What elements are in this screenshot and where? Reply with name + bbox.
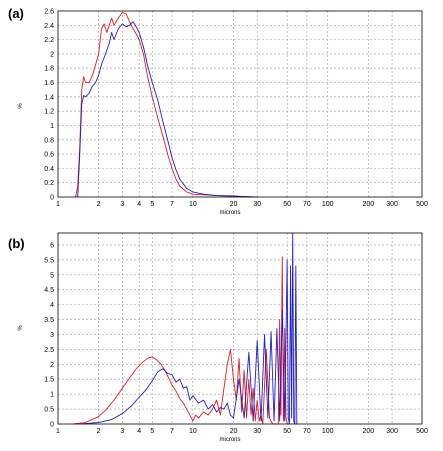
y-tick-label: 0.5 — [44, 407, 54, 414]
y-tick-label: 1.8 — [44, 66, 54, 73]
x-tick-label: 10 — [189, 201, 197, 208]
x-tick-label: 50 — [283, 201, 291, 208]
x-tick-label: 1 — [56, 428, 60, 435]
y-tick-label: 0 — [50, 195, 54, 202]
plot-frame — [57, 232, 423, 425]
x-tick-label: 20 — [230, 428, 238, 435]
x-tick-label: 100 — [322, 428, 334, 435]
x-tick-label: 200 — [362, 428, 374, 435]
y-tick-label: 0.4 — [44, 166, 54, 173]
y-tick-label: 2.6 — [44, 9, 54, 16]
x-tick-label: 10 — [189, 428, 197, 435]
y-tick-label: 4 — [50, 302, 54, 309]
x-tick-label: 5 — [150, 201, 154, 208]
x-tick-label: 300 — [386, 201, 398, 208]
x-tick-label: 2 — [97, 428, 101, 435]
y-tick-label: 1.4 — [44, 94, 54, 101]
plot-area — [58, 233, 422, 424]
y-tick-label: 1 — [50, 392, 54, 399]
y-axis-title: % — [18, 325, 24, 331]
y-tick-label: 0.6 — [44, 152, 54, 159]
x-tick-label: 70 — [303, 201, 311, 208]
y-tick-label: 2.4 — [44, 23, 54, 30]
x-tick-label: 7 — [170, 201, 174, 208]
y-tick-label: 3 — [50, 332, 54, 339]
panel-label: (a) — [8, 6, 24, 21]
x-tick-label: 2 — [97, 201, 101, 208]
y-tick-label: 1.6 — [44, 80, 54, 87]
x-tick-label: 3 — [120, 201, 124, 208]
y-tick-label: 4.5 — [44, 287, 54, 294]
y-tick-label: 6 — [50, 242, 54, 249]
y-tick-label: 2.2 — [44, 37, 54, 44]
y-tick-label: 3.5 — [44, 317, 54, 324]
panel-a: 1 2 3 4 5 7 10 20 30 50 70 100 200 300 500 0 0.2 0.4 0.6 0.… — [8, 6, 428, 216]
plot-frame — [57, 10, 423, 198]
series-red-line — [75, 11, 258, 198]
y-tick-label: 1.2 — [44, 109, 54, 116]
x-tick-label: 50 — [283, 428, 291, 435]
y-tick-label: 2 — [50, 51, 54, 58]
series-blue-line — [77, 21, 258, 198]
y-tick-label: 1 — [50, 123, 54, 130]
plot-area — [58, 11, 422, 197]
y-tick-label: 0 — [50, 422, 54, 429]
x-axis-title: microns — [219, 437, 240, 443]
x-tick-label: 100 — [322, 201, 334, 208]
y-tick-label: 0.2 — [44, 180, 54, 187]
panel-b: 1 2 3 4 5 7 10 20 30 50 70 100 200 300 500 0 0.5 1 1.5 2 2.5… — [8, 232, 428, 443]
y-tick-label: 5 — [50, 272, 54, 279]
x-tick-label: 70 — [303, 428, 311, 435]
x-tick-label: 30 — [253, 428, 261, 435]
x-tick-label: 30 — [253, 201, 261, 208]
x-tick-label: 500 — [416, 201, 428, 208]
y-tick-label: 1.5 — [44, 377, 54, 384]
series-blue-line — [81, 232, 298, 425]
x-tick-label: 4 — [137, 428, 141, 435]
x-tick-label: 4 — [137, 201, 141, 208]
y-tick-label: 5.5 — [44, 257, 54, 264]
x-tick-label: 20 — [230, 201, 238, 208]
x-tick-label: 5 — [150, 428, 154, 435]
y-tick-label: 2 — [50, 362, 54, 369]
x-axis-title: microns — [219, 210, 240, 216]
panel-label: (b) — [8, 236, 25, 251]
x-tick-label: 3 — [120, 428, 124, 435]
x-tick-label: 500 — [416, 428, 428, 435]
x-tick-label: 200 — [362, 201, 374, 208]
y-tick-label: 0.8 — [44, 137, 54, 144]
x-tick-label: 7 — [170, 428, 174, 435]
x-tick-label: 300 — [386, 428, 398, 435]
y-tick-label: 2.5 — [44, 347, 54, 354]
x-tick-label: 1 — [56, 201, 60, 208]
y-axis-title: % — [18, 103, 24, 109]
